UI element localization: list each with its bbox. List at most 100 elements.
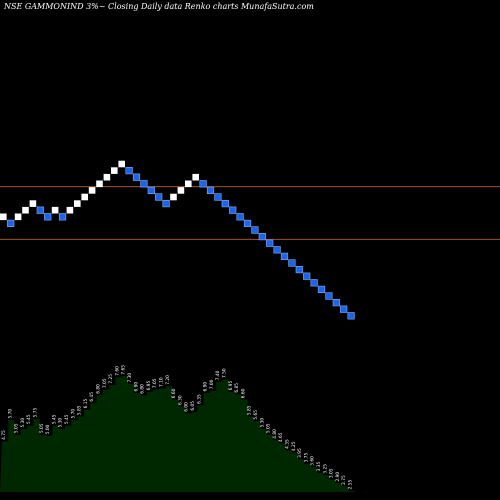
renko-brick-down xyxy=(325,292,333,300)
price-label: 5.45 xyxy=(26,414,32,424)
renko-brick-up xyxy=(170,193,177,201)
renko-brick-down xyxy=(7,219,15,228)
price-label: 7.40 xyxy=(215,370,221,380)
price-label: 5.85 xyxy=(77,405,83,415)
renko-brick-up xyxy=(192,173,199,181)
price-label: 3.95 xyxy=(297,448,303,458)
price-label: 5.45 xyxy=(51,414,57,424)
price-label: 4.80 xyxy=(272,429,278,439)
price-label: 6.90 xyxy=(203,382,209,392)
price-label: 6.45 xyxy=(89,392,95,402)
price-label: 4.65 xyxy=(278,432,284,442)
price-label: 2.55 xyxy=(348,480,354,490)
price-label: 4.75 xyxy=(1,430,7,440)
renko-brick-down xyxy=(206,186,215,195)
price-label: 6.95 xyxy=(228,381,234,391)
price-label: 6.30 xyxy=(177,395,183,405)
renko-brick-down xyxy=(332,298,340,307)
price-label: 5.30 xyxy=(259,418,265,428)
price-label: 5.30 xyxy=(20,418,26,428)
renko-brick-down xyxy=(251,226,259,234)
renko-brick-down xyxy=(236,213,244,221)
renko-brick-down xyxy=(310,279,318,287)
price-label: 6.90 xyxy=(133,382,139,392)
price-label: 7.30 xyxy=(127,373,133,383)
price-label: 6.15 xyxy=(83,399,89,409)
renko-brick-down xyxy=(199,180,207,188)
price-label: 7.60 xyxy=(114,366,120,376)
price-label: 3.35 xyxy=(316,462,322,472)
price-label: 5.05 xyxy=(14,423,20,433)
renko-brick-down xyxy=(44,213,52,221)
renko-brick-up xyxy=(74,200,81,207)
renko-brick-down xyxy=(132,173,141,181)
renko-brick-up xyxy=(103,173,111,181)
renko-brick-down xyxy=(273,246,281,254)
renko-brick-down xyxy=(140,180,148,188)
price-label: 3.25 xyxy=(322,464,328,474)
price-label: 7.65 xyxy=(121,365,127,375)
renko-brick-up xyxy=(185,180,192,188)
renko-brick-up xyxy=(111,167,118,174)
renko-brick-up xyxy=(66,206,74,214)
renko-brick-down xyxy=(280,252,289,261)
price-label: 3.75 xyxy=(303,453,309,463)
renko-brick-up xyxy=(118,160,125,168)
renko-brick-down xyxy=(155,193,163,201)
price-label: 6.00 xyxy=(184,402,190,412)
renko-brick-down xyxy=(347,312,355,320)
renko-brick-down xyxy=(229,206,237,214)
chart-title: NSE GAMMONIND 3%~ Closing Daily data Ren… xyxy=(4,2,314,11)
price-label: 7.00 xyxy=(209,379,215,389)
price-label: 3.60 xyxy=(310,456,316,466)
renko-brick-up xyxy=(51,206,59,214)
price-label: 7.20 xyxy=(165,375,171,385)
renko-brick-up xyxy=(0,213,7,221)
price-label: 5.05 xyxy=(39,423,45,433)
price-label: 6.80 xyxy=(96,384,102,394)
renko-brick-down xyxy=(58,213,67,221)
renko-brick-down xyxy=(162,200,170,208)
renko-brick-down xyxy=(340,305,348,313)
renko-brick-down xyxy=(295,265,303,274)
renko-brick-down xyxy=(221,200,229,208)
renko-brick-up xyxy=(29,200,37,207)
price-label: 6.95 xyxy=(146,381,152,391)
price-label: 5.45 xyxy=(64,414,70,424)
price-label: 6.80 xyxy=(140,384,146,394)
price-label: 7.10 xyxy=(159,377,165,387)
price-label: 4.35 xyxy=(285,439,291,449)
price-label: 7.05 xyxy=(152,378,158,388)
price-label: 6.05 xyxy=(190,401,196,411)
renko-brick-up xyxy=(96,180,103,188)
price-label: 2.90 xyxy=(335,472,341,482)
price-label: 3.05 xyxy=(329,468,335,478)
price-label: 5.65 xyxy=(253,410,259,420)
price-label: 6.60 xyxy=(240,388,246,398)
renko-brick-down xyxy=(147,186,155,195)
renko-brick-up xyxy=(177,187,185,194)
reference-lines xyxy=(0,186,500,240)
price-label: 5.85 xyxy=(247,405,253,415)
renko-bricks xyxy=(0,160,355,320)
price-label: 6.85 xyxy=(234,383,240,393)
price-label: 4.25 xyxy=(291,441,297,451)
price-label: 6.60 xyxy=(171,388,177,398)
price-label: 5.70 xyxy=(7,409,13,419)
volume-area xyxy=(0,376,355,492)
renko-brick-down xyxy=(288,259,296,267)
renko-brick-down xyxy=(243,219,252,228)
price-label: 5.30 xyxy=(58,418,64,428)
renko-brick-up xyxy=(81,193,88,201)
renko-brick-down xyxy=(214,193,222,201)
renko-brick-up xyxy=(88,187,96,194)
volume-area-shape xyxy=(0,376,355,492)
price-label: 5.75 xyxy=(33,408,39,418)
price-label: 5.70 xyxy=(70,409,76,419)
renko-brick-down xyxy=(125,167,133,175)
renko-brick-down xyxy=(258,233,266,241)
renko-brick-down xyxy=(303,272,311,280)
price-labels: 4.755.705.055.30 5.455.755.05 5.005.45 5.30… xyxy=(1,365,354,490)
